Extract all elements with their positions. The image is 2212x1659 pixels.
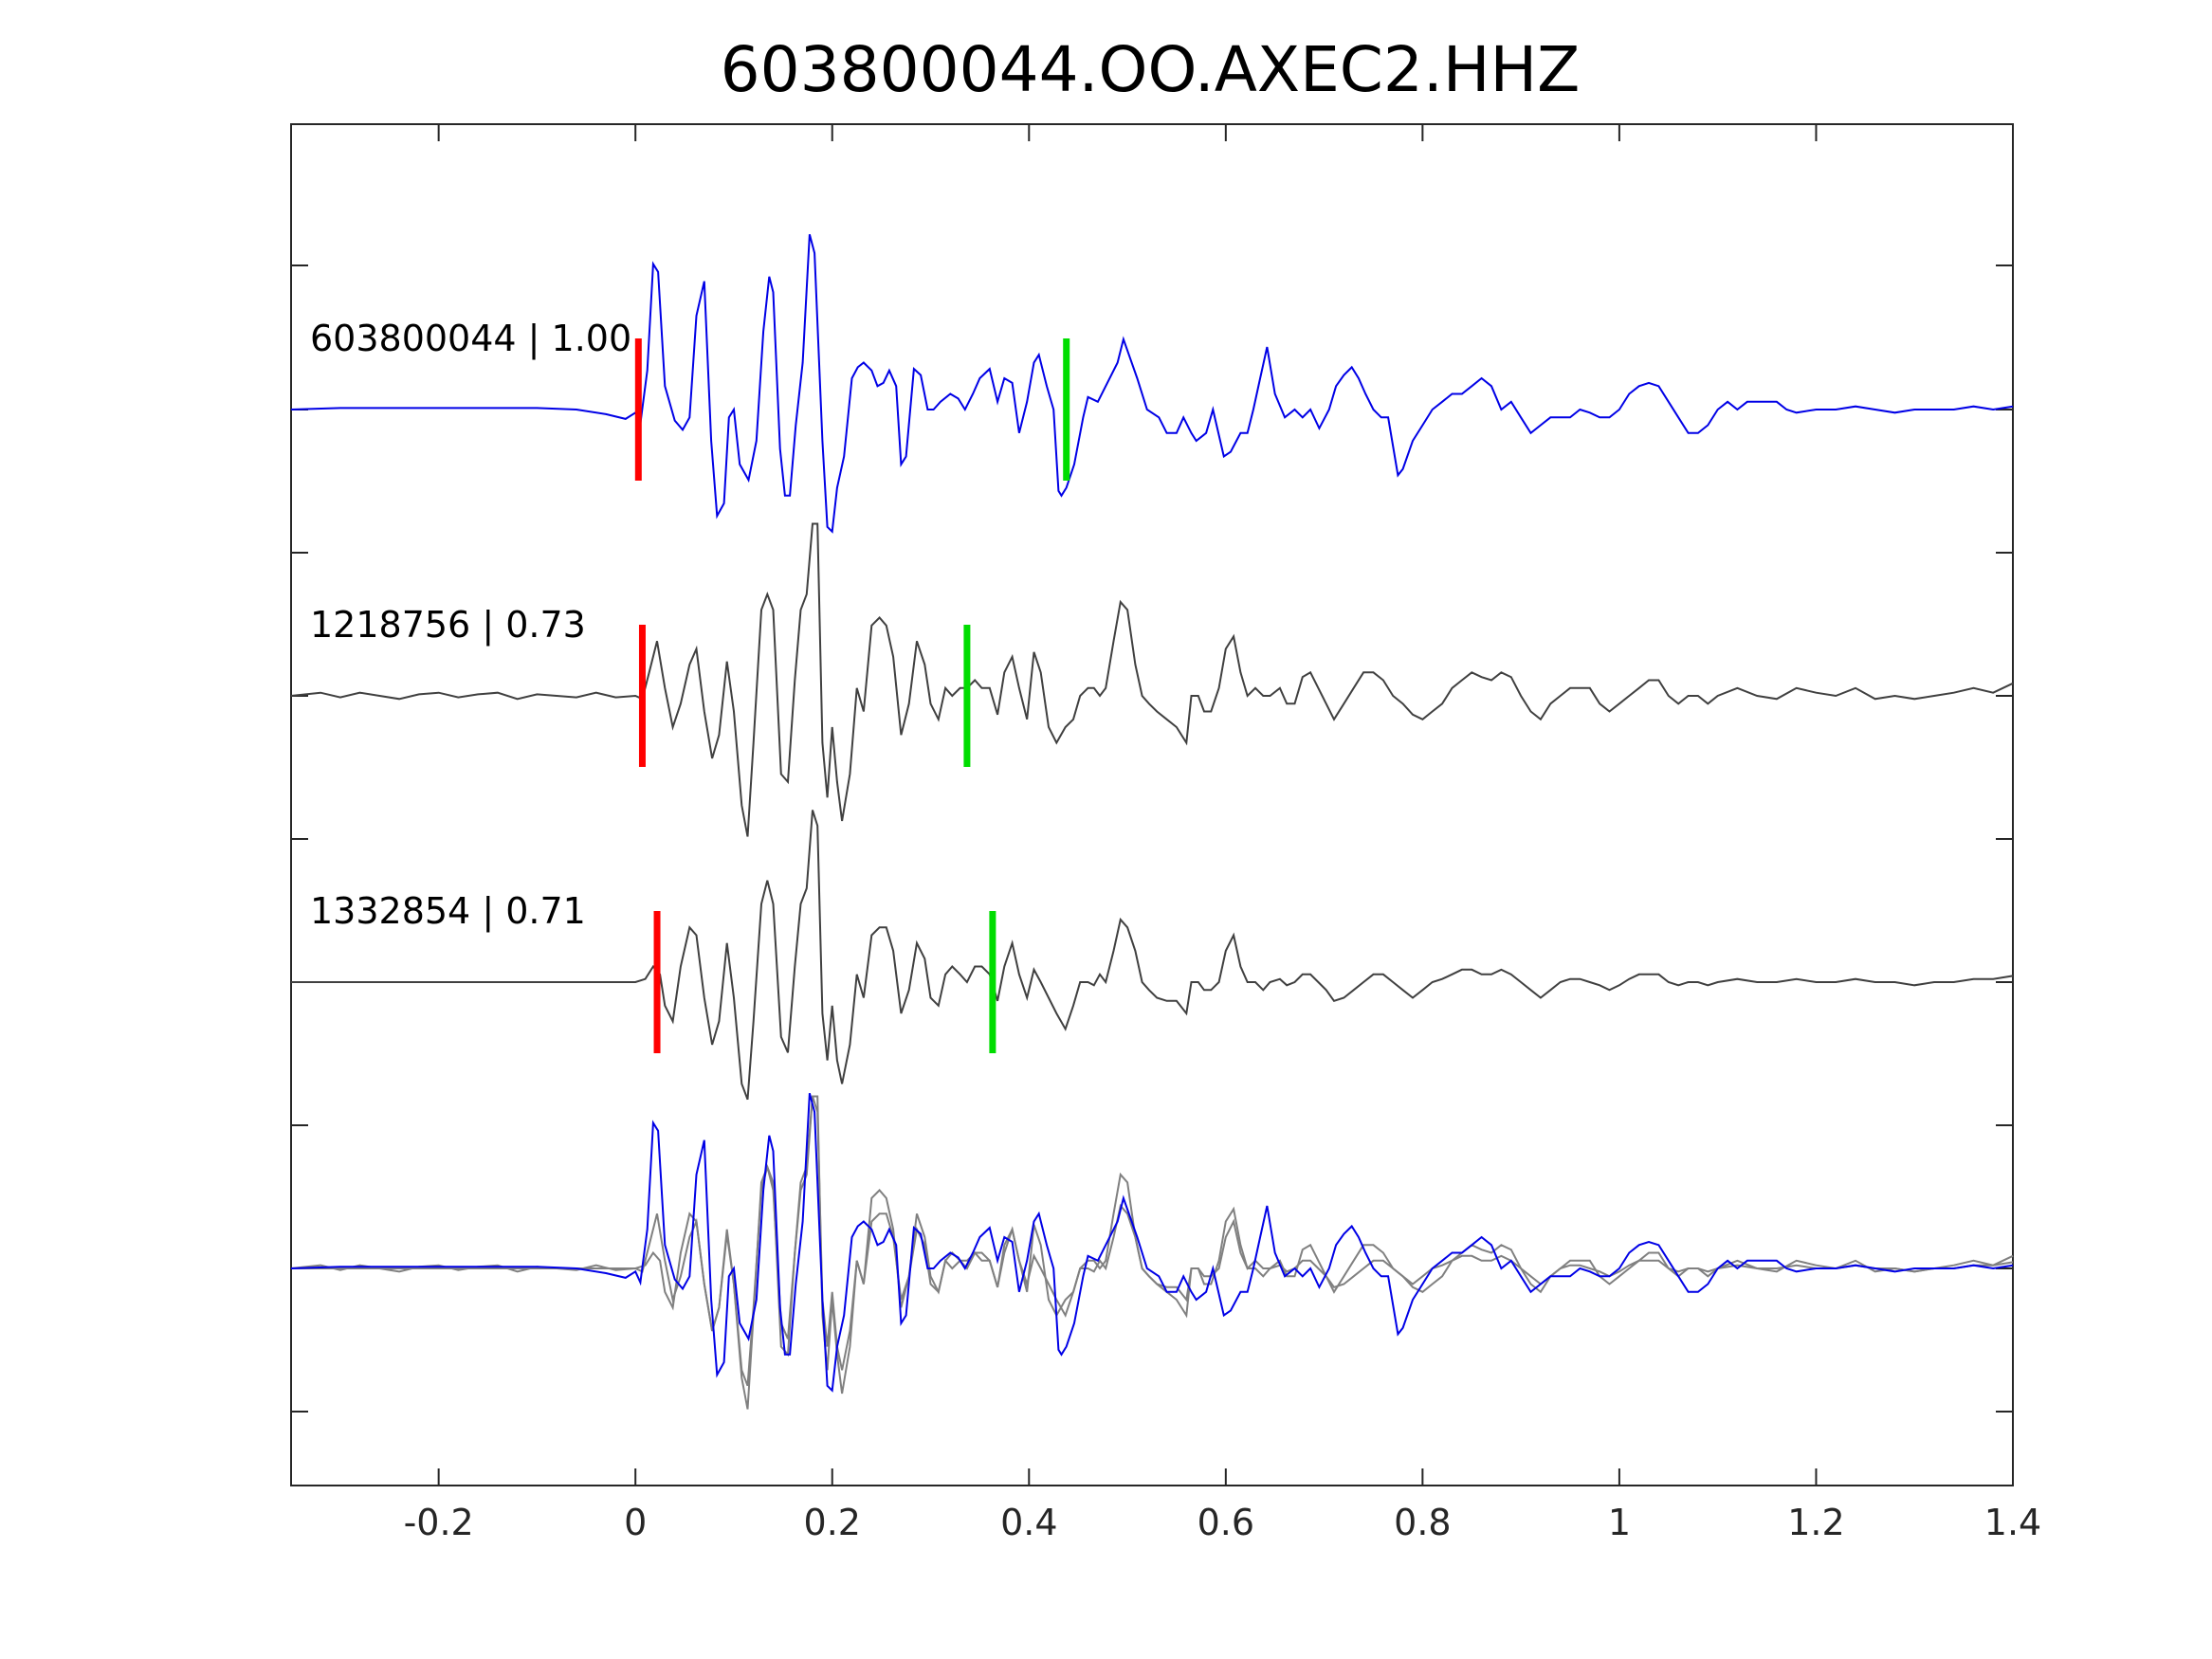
x-tick-label: 1 [1608,1502,1631,1543]
x-tick-label: 1.4 [1984,1502,2041,1543]
axis-ticks: -0.2 0 0.2 0.4 0.6 0.8 1 1.2 1.4 [291,124,2041,1543]
x-tick-label: -0.2 [404,1502,474,1543]
x-tick-label: 1.2 [1787,1502,1844,1543]
trace-line-0 [290,233,2014,534]
overlay-trace-line-1 [291,1096,2014,1387]
trace-label: 1218756 | 0.73 [310,604,586,647]
trace-label: 603800044 | 1.00 [310,318,631,360]
trace-line-1 [290,522,2014,837]
x-tick-label: 0.6 [1197,1502,1254,1543]
traces [290,233,2014,1410]
x-tick-label: 0 [624,1502,647,1543]
trace-line-2 [291,810,2014,1101]
overlay-trace-line-0 [290,1095,2014,1410]
phase-picks [634,338,1070,1053]
chart-title: 603800044.OO.AXEC2.HHZ [721,33,1581,106]
plot-frame [290,123,2014,1486]
x-tick-label: 0.8 [1394,1502,1451,1543]
overlay-trace-line-2 [290,1092,2014,1393]
x-tick-label: 0.4 [1000,1502,1057,1543]
trace-label: 1332854 | 0.71 [310,890,586,933]
trace-labels: 603800044 | 1.00 1218756 | 0.73 1332854 | … [310,318,631,933]
x-tick-label: 0.2 [804,1502,861,1543]
